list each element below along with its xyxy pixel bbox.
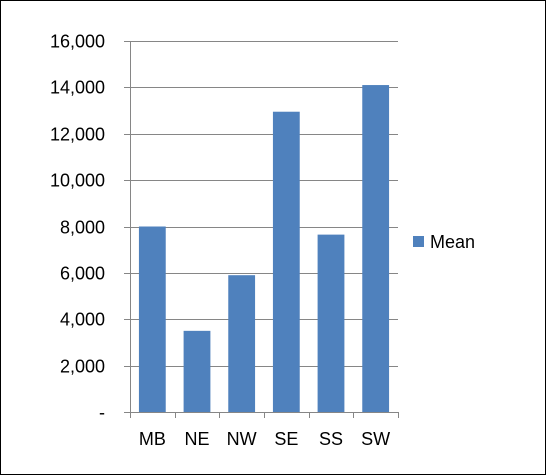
bar-ss	[317, 234, 345, 412]
legend-swatch-mean	[413, 236, 424, 247]
x-tick-label-ne: NE	[184, 429, 209, 449]
axes	[124, 41, 399, 418]
legend: Mean	[413, 232, 475, 252]
bar-se	[272, 111, 300, 413]
x-tick-label-ss: SS	[319, 429, 343, 449]
y-tick-label: 6,000	[60, 264, 105, 284]
y-tick-label: 10,000	[50, 171, 105, 191]
bar-nw	[228, 275, 256, 412]
y-tick-label: 4,000	[60, 310, 105, 330]
bar-ne	[183, 330, 211, 412]
bars	[138, 85, 390, 413]
x-tick-label-nw: NW	[227, 429, 257, 449]
y-tick-labels: - 2,000 4,000 6,000 8,000 10,000 12,000 14,000 1…	[50, 32, 105, 423]
y-tick-label: -	[99, 403, 105, 423]
x-tick-label-se: SE	[274, 429, 298, 449]
x-tick-labels: MB NE NW SE SS SW	[139, 429, 390, 449]
y-tick-label: 12,000	[50, 125, 105, 145]
bar-sw	[362, 85, 390, 413]
y-tick-label: 2,000	[60, 357, 105, 377]
legend-label-mean: Mean	[430, 232, 475, 252]
x-tick-label-mb: MB	[139, 429, 166, 449]
gridlines	[130, 41, 398, 367]
y-tick-label: 8,000	[60, 218, 105, 238]
y-tick-label: 16,000	[50, 32, 105, 52]
x-tick-label-sw: SW	[361, 429, 390, 449]
y-tick-label: 14,000	[50, 78, 105, 98]
bar-mb	[138, 226, 166, 412]
